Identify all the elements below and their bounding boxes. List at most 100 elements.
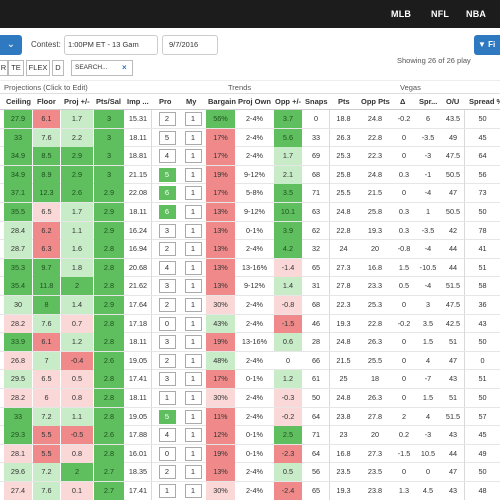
my-exposure-input[interactable]: 1 [184, 428, 202, 443]
table-row[interactable]: 35.4 11.8 2 2.8 21.62 3 1 13% 9-12% 1.4 31 27.8 23.3… [0, 277, 500, 296]
table-row[interactable]: 28.2 7.6 0.7 2.8 17.18 0 1 43% 2-4% -1.5 46 19.3 22.… [0, 314, 500, 334]
my-exposure-input[interactable]: 1 [184, 391, 202, 405]
table-row[interactable]: 28.2 6 0.8 2.8 18.11 1 1 30% 2-4% -0.3 50 24.8 26.3 0… [0, 389, 500, 408]
table-row[interactable]: 33 7.6 2.2 3 18.11 5 1 17% 2-4% 5.6 33 26.3 22.8 0 -3.… [0, 128, 500, 148]
my-exposure-input[interactable]: 1 [184, 242, 202, 257]
pro-exposure-input[interactable]: 3 [158, 279, 176, 294]
pro-exposure-input[interactable]: 2 [158, 465, 176, 480]
pro-exposure-input[interactable]: 1 [158, 391, 176, 405]
pro-exposure-input[interactable]: 3 [158, 335, 176, 350]
col-my[interactable]: My [186, 97, 197, 106]
table-row[interactable]: 28.7 6.3 1.6 2.8 16.94 2 1 13% 2-4% 4.2 32 24 20 -0.8… [0, 240, 500, 259]
pro-exposure-input[interactable]: 3 [158, 372, 176, 387]
my-exposure-input[interactable]: 1 [184, 298, 202, 312]
pro-exposure-input[interactable]: 5 [158, 130, 176, 145]
pro-exposure-input[interactable]: 2 [158, 298, 176, 312]
player-search-input[interactable]: SEARCH... [71, 60, 133, 76]
cell-proj: 1.7 [61, 110, 93, 128]
table-row[interactable]: 34.9 8.5 2.9 3 18.81 4 1 17% 2-4% 1.7 69 25.3 22.3 0 -… [0, 147, 500, 166]
pro-exposure-input[interactable]: 2 [158, 242, 176, 257]
nav-mlb-link[interactable]: MLB [391, 9, 412, 19]
col-proj-diff[interactable]: Proj +/- [64, 97, 90, 106]
col-floor[interactable]: Floor [37, 97, 56, 106]
pro-exposure-input[interactable]: 4 [158, 149, 176, 164]
col-proj-own[interactable]: Proj Own [238, 97, 271, 106]
table-row[interactable]: 27.4 7.6 0.1 2.7 17.41 1 1 30% 2-4% -2.4 65 19.3 23.… [0, 482, 500, 500]
table-row[interactable]: 28.4 6.2 1.1 2.9 16.24 3 1 13% 0-1% 3.9 62 22.8 19.3… [0, 221, 500, 241]
my-exposure-input[interactable]: 1 [184, 205, 202, 219]
filter-button[interactable]: ▼ Fi [474, 35, 500, 55]
col-bargain[interactable]: Bargain [208, 97, 236, 106]
position-rb-button[interactable]: R [0, 60, 8, 76]
pro-exposure-input[interactable]: 2 [158, 353, 176, 368]
my-exposure-input[interactable]: 1 [184, 167, 202, 182]
col-over-under[interactable]: O/U [446, 97, 460, 106]
table-row[interactable]: 35.3 9.7 1.8 2.8 20.68 4 1 13% 13-16% -1.4 65 27.3 1… [0, 258, 500, 278]
cell-snaps: 71 [311, 430, 321, 440]
pro-exposure-input[interactable]: 0 [158, 316, 176, 331]
table-row[interactable]: 26.8 7 -0.4 2.6 19.05 2 1 48% 2-4% 0 66 21.5 25.5 0 4 4… [0, 351, 500, 371]
col-delta[interactable]: Δ [400, 97, 406, 106]
table-row[interactable]: 33 7.2 1.1 2.8 19.05 5 1 11% 2-4% -0.2 64 23.8 27.8 2… [0, 407, 500, 427]
nav-nba-link[interactable]: NBA [466, 9, 487, 19]
col-spread-pct[interactable]: Spread % [469, 97, 500, 106]
table-row[interactable]: 29.6 7.2 2 2.7 18.35 2 1 13% 2-4% 0.5 56 23.5 23.5 0 0… [0, 463, 500, 482]
table-row[interactable]: 29.3 5.5 -0.5 2.6 17.88 4 1 12% 0-1% 2.5 71 23 20 0.2… [0, 426, 500, 445]
my-exposure-input[interactable]: 1 [184, 465, 202, 480]
table-row[interactable]: 37.1 12.3 2.6 2.9 22.08 6 1 17% 5-8% 3.5 71 25.5 21.… [0, 184, 500, 203]
position-te-button[interactable]: TE [8, 60, 24, 76]
my-exposure-input[interactable]: 1 [184, 149, 202, 164]
my-exposure-input[interactable]: 1 [184, 186, 202, 201]
my-exposure-input[interactable]: 1 [184, 484, 202, 498]
cell-sp: 57 [478, 411, 487, 421]
col-snaps[interactable]: Snaps [305, 97, 328, 106]
table-row[interactable]: 27.9 6.1 1.7 3 15.31 2 1 56% 2-4% 3.7 0 18.8 24.8 -0.… [0, 110, 500, 129]
my-exposure-input[interactable]: 1 [184, 279, 202, 294]
pro-exposure-input[interactable]: 1 [158, 484, 176, 498]
my-exposure-input[interactable]: 1 [184, 372, 202, 387]
col-implied[interactable]: Imp ... [127, 97, 149, 106]
my-exposure-input[interactable]: 1 [184, 409, 202, 424]
cell-imp: 17.18 [128, 318, 148, 328]
col-pts[interactable]: Pts [338, 97, 350, 106]
my-exposure-input[interactable]: 1 [184, 446, 202, 461]
my-exposure-input[interactable]: 1 [184, 335, 202, 350]
pro-exposure-input[interactable]: 0 [158, 446, 176, 461]
pro-exposure-input[interactable]: 4 [158, 428, 176, 443]
table-row[interactable]: 29.5 6.5 0.5 2.8 17.41 3 1 17% 0-1% 1.2 61 25 18 0 -7 4… [0, 370, 500, 389]
pro-exposure-input[interactable]: 5 [158, 409, 176, 424]
col-opp-pts[interactable]: Opp Pts [361, 97, 390, 106]
table-row[interactable]: 33.9 6.1 1.2 2.8 18.11 3 1 19% 13-16% 0.6 28 24.8 26… [0, 333, 500, 352]
col-pro[interactable]: Pro [159, 97, 172, 106]
col-opp-diff[interactable]: Opp +/- [275, 97, 302, 106]
my-exposure-input[interactable]: 1 [184, 260, 202, 275]
table-row[interactable]: 28.1 5.5 0.8 2.8 16.01 0 1 19% 0-1% -2.3 64 16.8 27.… [0, 444, 500, 464]
table-row[interactable]: 34.9 8.9 2.9 3 21.15 5 1 19% 9-12% 2.1 68 25.8 24.8 0… [0, 165, 500, 185]
pro-exposure-input[interactable]: 6 [158, 205, 176, 219]
date-input[interactable]: 9/7/2016 [162, 35, 218, 55]
cell-floor: 6.5 [33, 203, 60, 221]
col-pts-sal[interactable]: Pts/Sal [96, 97, 122, 106]
cell-spr: 10.5 [420, 448, 436, 458]
my-exposure-input[interactable]: 1 [184, 316, 202, 331]
menu-dropdown-button[interactable]: ⌄ [0, 35, 22, 55]
position-flex-button[interactable]: FLEX [26, 60, 50, 76]
my-exposure-input[interactable]: 1 [184, 223, 202, 238]
my-exposure-input[interactable]: 1 [184, 130, 202, 145]
table-row[interactable]: 35.5 6.5 1.7 2.9 18.11 6 1 13% 9-12% 10.1 63 24.8 25… [0, 203, 500, 222]
pro-exposure-input[interactable]: 4 [158, 260, 176, 275]
pro-exposure-input[interactable]: 3 [158, 223, 176, 238]
contest-select[interactable]: 1:00PM ET - 13 Gam [64, 35, 158, 55]
cell-spr: -4 [424, 188, 432, 198]
position-d-button[interactable]: D [52, 60, 64, 76]
pro-exposure-input[interactable]: 6 [158, 186, 176, 201]
col-spread[interactable]: Spr... [419, 97, 438, 106]
col-ceiling[interactable]: Ceiling [6, 97, 32, 106]
pro-exposure-input[interactable]: 2 [158, 112, 176, 126]
my-exposure-input[interactable]: 1 [184, 353, 202, 368]
clear-search-icon[interactable]: × [122, 63, 127, 72]
my-exposure-input[interactable]: 1 [184, 112, 202, 126]
nav-nfl-link[interactable]: NFL [431, 9, 450, 19]
table-row[interactable]: 30 8 1.4 2.9 17.64 2 1 30% 2-4% -0.8 68 22.3 25.3 0 3 4… [0, 296, 500, 315]
pro-exposure-input[interactable]: 5 [158, 167, 176, 182]
